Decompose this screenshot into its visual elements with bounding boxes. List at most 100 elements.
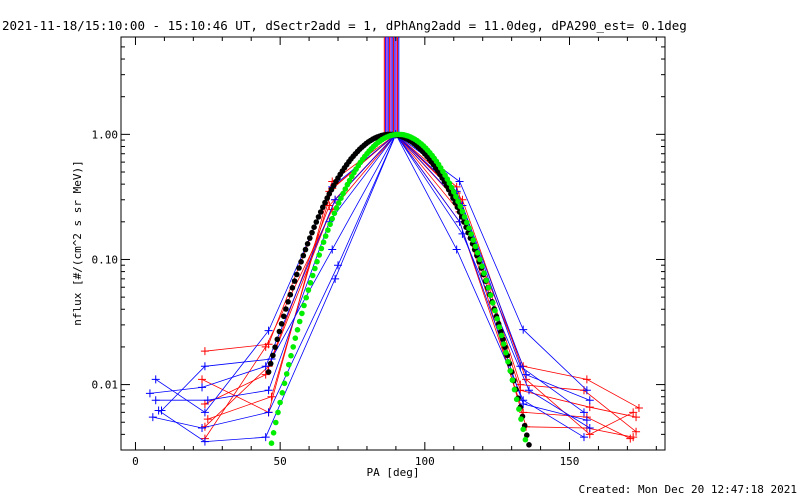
model-black-dot	[278, 321, 285, 327]
model-black-dot	[311, 224, 317, 230]
series-line-4	[204, 133, 637, 428]
series-line-5	[204, 133, 634, 439]
data-layer	[145, 37, 643, 448]
series-6-marker-7	[582, 386, 591, 395]
model-green-dot	[279, 390, 286, 396]
model-green-dot	[307, 280, 314, 286]
model-green-dot	[333, 205, 340, 211]
model-black-dot	[283, 306, 289, 312]
model-green-dot	[459, 208, 466, 215]
model-green-dot	[303, 294, 310, 301]
model-black-dot	[326, 191, 333, 197]
model-green-dot	[277, 399, 283, 406]
series-10-marker-6	[525, 386, 533, 395]
model-green-dot	[498, 332, 505, 339]
model-green-dot	[305, 287, 312, 293]
model-green-dot	[292, 335, 299, 342]
model-black-dot	[313, 219, 320, 225]
series-6-marker-6	[519, 325, 528, 334]
model-green-dot	[281, 380, 288, 387]
model-green-dot	[518, 416, 524, 422]
series-10-marker-1	[198, 423, 207, 432]
model-green-dot	[338, 195, 344, 201]
model-green-dot	[522, 436, 529, 443]
series-11-marker-7	[579, 433, 588, 442]
model-green-dot	[474, 250, 481, 256]
model-green-dot	[294, 327, 301, 333]
series-1-marker-7	[632, 427, 641, 436]
model-green-dot	[520, 426, 526, 433]
series-5-marker-1	[261, 342, 270, 351]
model-green-dot	[457, 203, 464, 210]
model-black-dot	[270, 352, 276, 359]
model-black-dot	[294, 271, 300, 278]
model-green-dot	[464, 219, 470, 226]
series-6-marker-5	[455, 177, 464, 186]
series-8-marker-7	[579, 408, 588, 417]
chart-title: 2021-11-18/15:10:00 - 15:10:46 UT, dSect…	[2, 18, 687, 33]
model-green-dot	[505, 358, 511, 365]
model-green-dot	[507, 368, 513, 374]
series-11-marker-6	[519, 396, 528, 405]
series-8-marker-1	[203, 396, 212, 405]
model-green-dot	[318, 245, 325, 252]
axes-layer: 0 50 100 150 0.01 0.10 1.00	[92, 37, 665, 468]
model-green-dot	[283, 371, 290, 377]
model-black-dot	[274, 336, 281, 343]
series-3-marker-1	[267, 392, 276, 401]
model-black-dot	[281, 313, 287, 320]
series-line-6	[155, 133, 588, 413]
model-black-dot	[307, 235, 313, 241]
model-green-dot	[273, 419, 279, 426]
model-black-dot	[265, 369, 272, 375]
model-green-dot	[496, 324, 503, 330]
series-10-marker-0	[148, 413, 157, 422]
model-green-dot	[513, 396, 520, 403]
series-11-marker-5	[452, 245, 461, 254]
model-black-dot	[296, 265, 302, 271]
series-4-marker-2	[325, 201, 334, 210]
series-1-marker-0	[198, 375, 207, 384]
model-green-dot	[453, 193, 459, 200]
series-3-marker-0	[203, 415, 212, 424]
model-black-dot	[291, 278, 298, 284]
model-green-dot	[340, 190, 346, 197]
model-black-dot	[526, 442, 532, 448]
model-green-dot	[503, 349, 509, 356]
series-7-marker-3	[331, 195, 340, 204]
model-black-dot	[315, 214, 322, 220]
model-green-dot	[312, 265, 318, 272]
model-green-dot	[494, 316, 501, 322]
model-green-dot	[500, 341, 507, 347]
footer-created: Created: Mon Dec 20 12:47:18 2021	[578, 483, 797, 496]
model-green-dot	[322, 233, 329, 239]
model-green-dot	[270, 430, 277, 436]
model-green-dot	[299, 310, 305, 317]
model-green-dot	[490, 300, 496, 306]
series-0-marker-0	[200, 347, 209, 356]
plot-frame	[120, 36, 666, 451]
series-9-marker-3	[328, 245, 337, 254]
model-green-dot	[329, 215, 336, 222]
series-10-marker-5	[458, 229, 467, 238]
series-11-marker-3	[331, 274, 340, 283]
series-11-marker-0	[154, 406, 163, 415]
series-0-marker-7	[634, 403, 643, 412]
model-green-dot	[327, 221, 333, 228]
model-green-dot	[468, 231, 474, 237]
model-green-dot	[461, 214, 468, 220]
series-line-1	[201, 133, 637, 433]
model-green-dot	[268, 440, 275, 447]
model-green-dot	[483, 277, 490, 284]
model-green-dot	[487, 292, 494, 299]
model-green-dot	[492, 307, 498, 314]
series-0-marker-6	[582, 375, 591, 384]
model-black-dot	[524, 432, 530, 439]
series-2-marker-7	[629, 408, 638, 417]
x-tick-label: 150	[560, 455, 580, 468]
model-green-dot	[344, 181, 351, 188]
model-green-dot	[477, 256, 483, 263]
series-7-marker-2	[261, 362, 270, 371]
x-tick-label: 0	[132, 455, 139, 468]
